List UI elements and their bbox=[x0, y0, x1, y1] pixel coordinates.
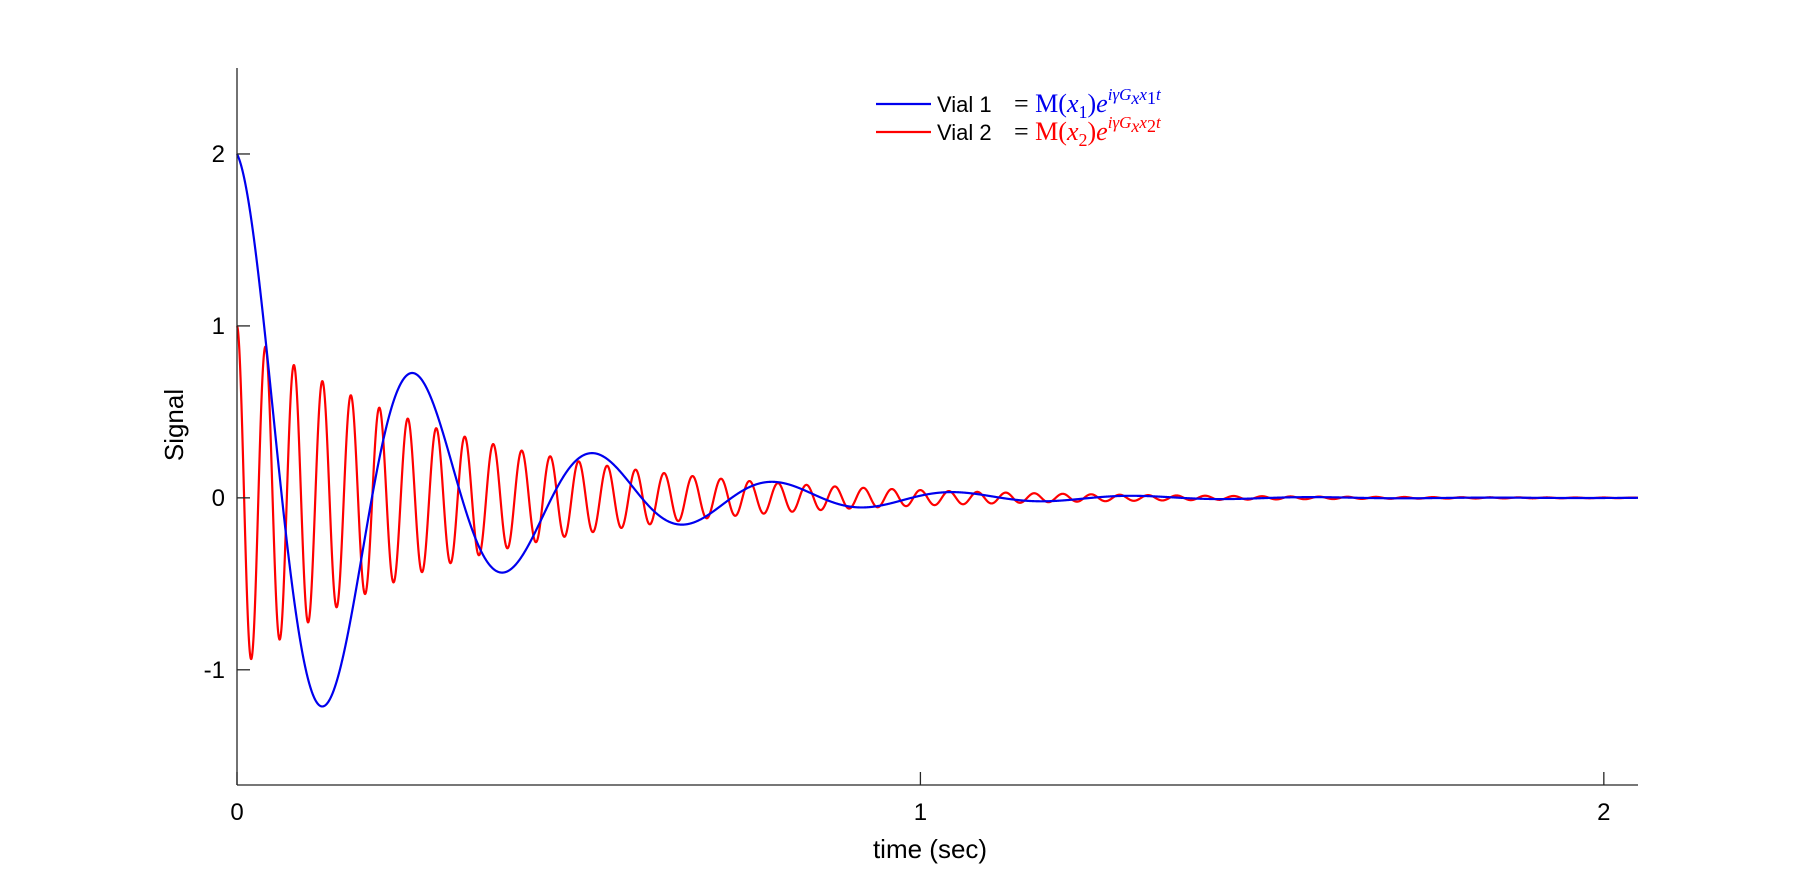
axes bbox=[236, 68, 1638, 786]
y-tick-label: 1 bbox=[212, 313, 225, 340]
x-ticks: 0 1 2 bbox=[230, 772, 1611, 826]
y-tick-label: -1 bbox=[204, 657, 225, 684]
legend: Vial 1 = M(x1)eiγGxx1t Vial 2 = M(x2)eiγGxx… bbox=[876, 85, 1162, 150]
series-line-vial-2 bbox=[236, 325, 1639, 661]
x-tick-label: 0 bbox=[230, 799, 243, 826]
series-line-vial-1 bbox=[236, 153, 1639, 708]
y-ticks: -1 0 1 2 bbox=[204, 141, 250, 684]
legend-label-vial-2: Vial 2 bbox=[937, 120, 992, 145]
y-tick-label: 0 bbox=[212, 485, 225, 512]
x-axis-label: time (sec) bbox=[873, 834, 987, 864]
x-tick-label: 2 bbox=[1597, 799, 1610, 826]
x-tick-label: 1 bbox=[914, 799, 927, 826]
legend-equation-vial-2: = M(x2)eiγGxx2t bbox=[1014, 113, 1162, 150]
legend-label-vial-1: Vial 1 bbox=[937, 92, 992, 117]
plot-lines bbox=[236, 153, 1639, 708]
y-axis-label: Signal bbox=[159, 389, 189, 461]
y-tick-label: 2 bbox=[212, 141, 225, 168]
legend-equation-vial-1: = M(x1)eiγGxx1t bbox=[1014, 85, 1162, 122]
